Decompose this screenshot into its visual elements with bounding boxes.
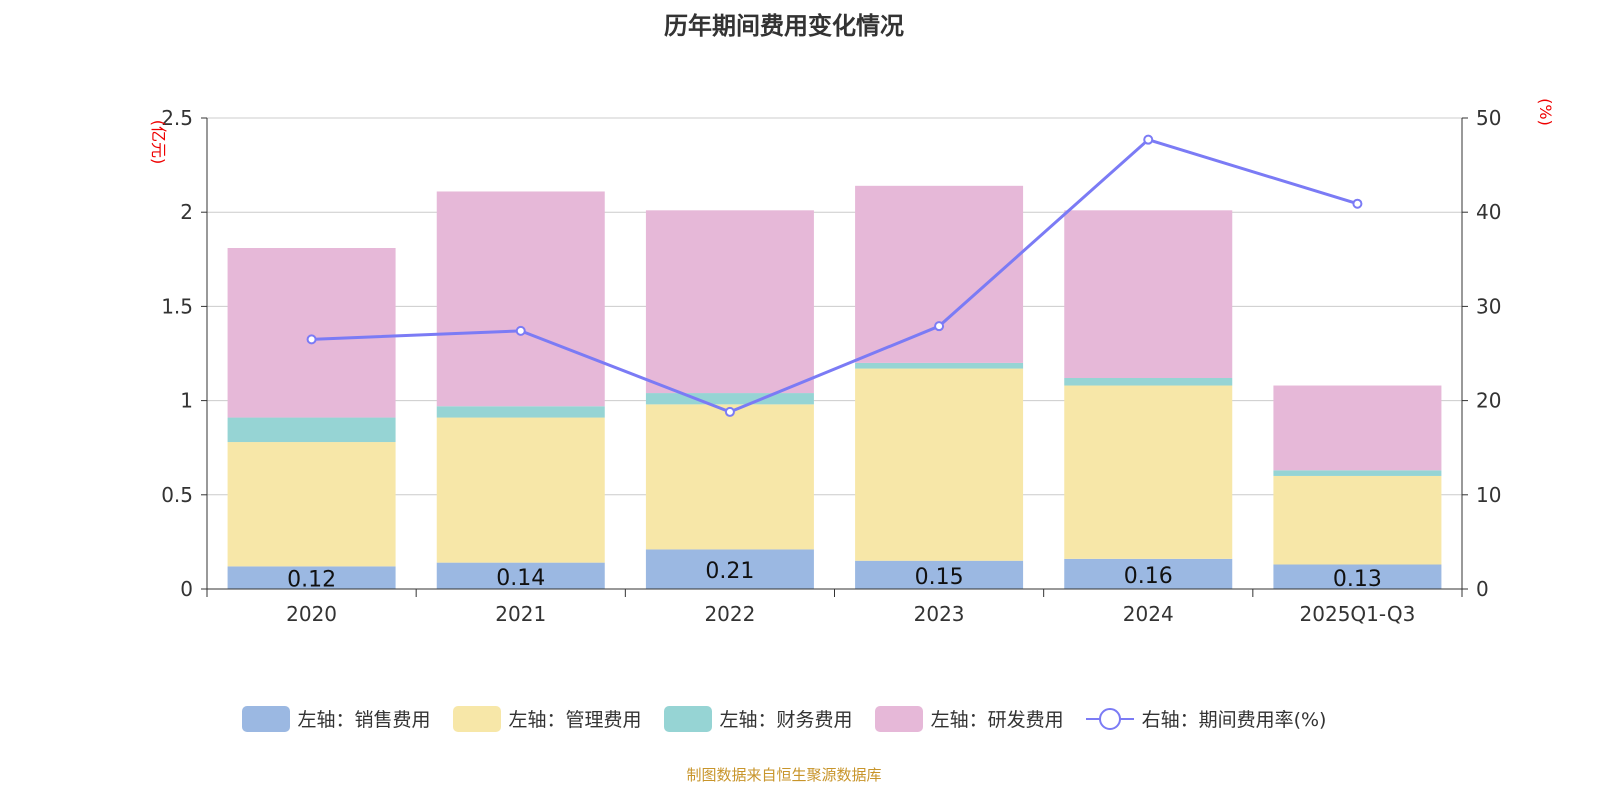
bar-2 (227, 417, 396, 443)
x-tick-label: 2022 (704, 602, 755, 626)
y-tick-label: 1 (180, 389, 193, 413)
bar-0 (645, 549, 814, 589)
chart-title: 历年期间费用变化情况 (664, 12, 904, 40)
bar-3 (645, 210, 814, 394)
legend-label: 右轴：期间费用率(%) (1141, 709, 1327, 731)
bar-2 (1273, 470, 1442, 476)
x-tick-label: 2023 (914, 602, 965, 626)
legend-label: 左轴：财务费用 (719, 709, 853, 731)
bar-data-label: 0.13 (1333, 567, 1382, 592)
bar-3 (1273, 385, 1442, 471)
bar-1 (227, 442, 396, 567)
rate-point (306, 334, 317, 345)
bar-data-label: 0.16 (1124, 564, 1173, 589)
bar-data-label: 0.15 (915, 565, 964, 590)
rate-point (1143, 134, 1154, 145)
legend-item[interactable]: 左轴：研发费用 (874, 705, 1064, 732)
legend: 左轴：销售费用 左轴：管理费用 左轴：财务费用 左轴：研发费用 右轴：期间费用率(%) (0, 705, 1568, 732)
bar-0 (436, 562, 605, 589)
color-swatch-icon (874, 705, 923, 732)
bar-0 (1064, 558, 1233, 589)
bar-0 (855, 560, 1024, 589)
y-tick-label: 2 (180, 200, 193, 224)
rate-line (311, 137, 1358, 414)
y-tick-label: 0.5 (161, 483, 193, 507)
bar-2 (855, 362, 1024, 369)
y2-tick-label: 10 (1476, 483, 1501, 507)
x-tick-label: 2020 (286, 602, 337, 626)
bar-1 (1064, 385, 1233, 559)
legend-item[interactable]: 左轴：管理费用 (452, 705, 642, 732)
legend-label: 左轴：研发费用 (930, 709, 1064, 731)
y-tick-label: 0 (180, 577, 193, 601)
legend-label: 左轴：销售费用 (297, 709, 431, 731)
bar-2 (645, 393, 814, 405)
legend-item[interactable]: 左轴：销售费用 (241, 705, 431, 732)
bar-data-label: 0.21 (705, 559, 754, 584)
source-note: 制图数据来自恒生聚源数据库 (686, 766, 882, 784)
legend-item[interactable]: 右轴：期间费用率(%) (1085, 705, 1327, 732)
y-tick-label: 1.5 (161, 294, 193, 318)
color-swatch-icon (663, 705, 712, 732)
rate-point (515, 325, 526, 336)
y2-tick-label: 40 (1476, 200, 1501, 224)
bar-2 (1064, 377, 1233, 386)
rate-point (1352, 198, 1363, 209)
bar-1 (855, 368, 1024, 561)
bar-2 (436, 406, 605, 418)
x-tick-label: 2024 (1123, 602, 1174, 626)
x-tick-label: 2025Q1-Q3 (1300, 602, 1416, 626)
x-tick-label: 2021 (495, 602, 546, 626)
bar-0 (1273, 564, 1442, 589)
y-axis-label: (亿元) (149, 120, 168, 165)
legend-label: 左轴：管理费用 (508, 709, 642, 731)
y2-tick-label: 20 (1476, 389, 1501, 413)
color-swatch-icon (452, 705, 501, 732)
bar-data-label: 0.14 (496, 566, 545, 591)
y2-tick-label: 50 (1476, 106, 1501, 130)
rate-point (934, 321, 945, 332)
bar-3 (1064, 210, 1233, 378)
bar-1 (1273, 475, 1442, 565)
bar-0 (227, 566, 396, 589)
y-tick-label: 2.5 (161, 106, 193, 130)
bar-3 (227, 247, 396, 418)
bar-3 (436, 191, 605, 407)
rate-point (724, 406, 735, 417)
y2-tick-label: 0 (1476, 577, 1489, 601)
y2-tick-label: 30 (1476, 294, 1501, 318)
bar-1 (436, 417, 605, 563)
legend-item[interactable]: 左轴：财务费用 (663, 705, 853, 732)
bar-1 (645, 404, 814, 550)
color-swatch-icon (241, 705, 290, 732)
y2-axis-label: (%) (1536, 98, 1555, 126)
line-marker-icon (1085, 706, 1134, 732)
